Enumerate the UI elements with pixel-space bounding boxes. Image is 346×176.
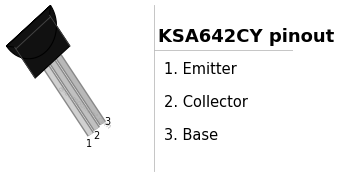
Text: 3: 3 — [104, 117, 110, 127]
Text: 2. Collector: 2. Collector — [164, 95, 248, 110]
Text: 2: 2 — [93, 131, 99, 141]
Text: 1: 1 — [86, 139, 92, 149]
Text: 1. Emitter: 1. Emitter — [164, 62, 237, 77]
Polygon shape — [7, 5, 70, 78]
Text: KSA642CY pinout: KSA642CY pinout — [158, 28, 335, 46]
Text: el-component.com: el-component.com — [57, 85, 112, 131]
Text: 3. Base: 3. Base — [164, 128, 218, 143]
